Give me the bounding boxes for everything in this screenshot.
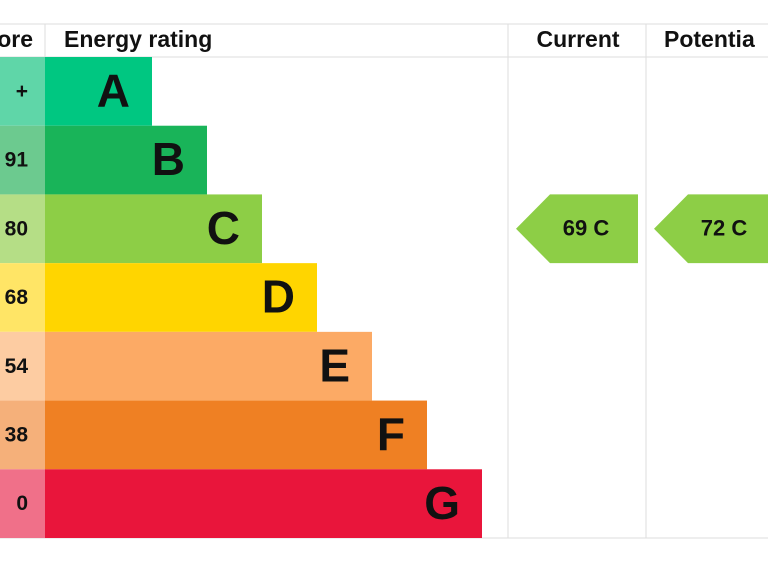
rating-header: Energy rating bbox=[64, 26, 212, 52]
rating-bar bbox=[45, 331, 372, 401]
score-label: 38 bbox=[5, 423, 29, 446]
score-label: 91 bbox=[5, 149, 29, 172]
score-label: + bbox=[16, 80, 28, 103]
rating-letter: C bbox=[207, 202, 240, 254]
score-cell bbox=[0, 125, 45, 195]
score-cell bbox=[0, 57, 45, 126]
rating-letter: D bbox=[262, 271, 295, 323]
rating-bar bbox=[45, 194, 262, 264]
score-cell bbox=[0, 331, 45, 401]
rating-letter: G bbox=[424, 477, 460, 529]
rating-bar bbox=[45, 400, 427, 470]
potential-arrow bbox=[654, 194, 768, 264]
score-label: 0 bbox=[16, 492, 28, 515]
rating-bar bbox=[45, 125, 207, 195]
score-cell bbox=[0, 263, 45, 332]
rating-letter: B bbox=[152, 133, 185, 185]
score-cell bbox=[0, 400, 45, 470]
rating-letter: E bbox=[319, 339, 350, 391]
rating-bar bbox=[45, 469, 482, 538]
rating-bar bbox=[45, 263, 317, 332]
score-cell bbox=[0, 194, 45, 264]
current-header: Current bbox=[536, 26, 619, 52]
rating-letter: A bbox=[97, 65, 130, 117]
score-cell bbox=[0, 469, 45, 538]
score-header: ore bbox=[0, 26, 33, 52]
score-label: 80 bbox=[5, 217, 28, 240]
score-label: 54 bbox=[5, 355, 29, 378]
potential-header: Potentia bbox=[664, 26, 755, 52]
current-label: 69 C bbox=[563, 216, 610, 241]
current-arrow bbox=[516, 194, 638, 264]
rating-letter: F bbox=[377, 408, 405, 460]
rating-bar bbox=[45, 57, 152, 126]
potential-label: 72 C bbox=[701, 216, 748, 241]
score-label: 68 bbox=[5, 286, 29, 309]
